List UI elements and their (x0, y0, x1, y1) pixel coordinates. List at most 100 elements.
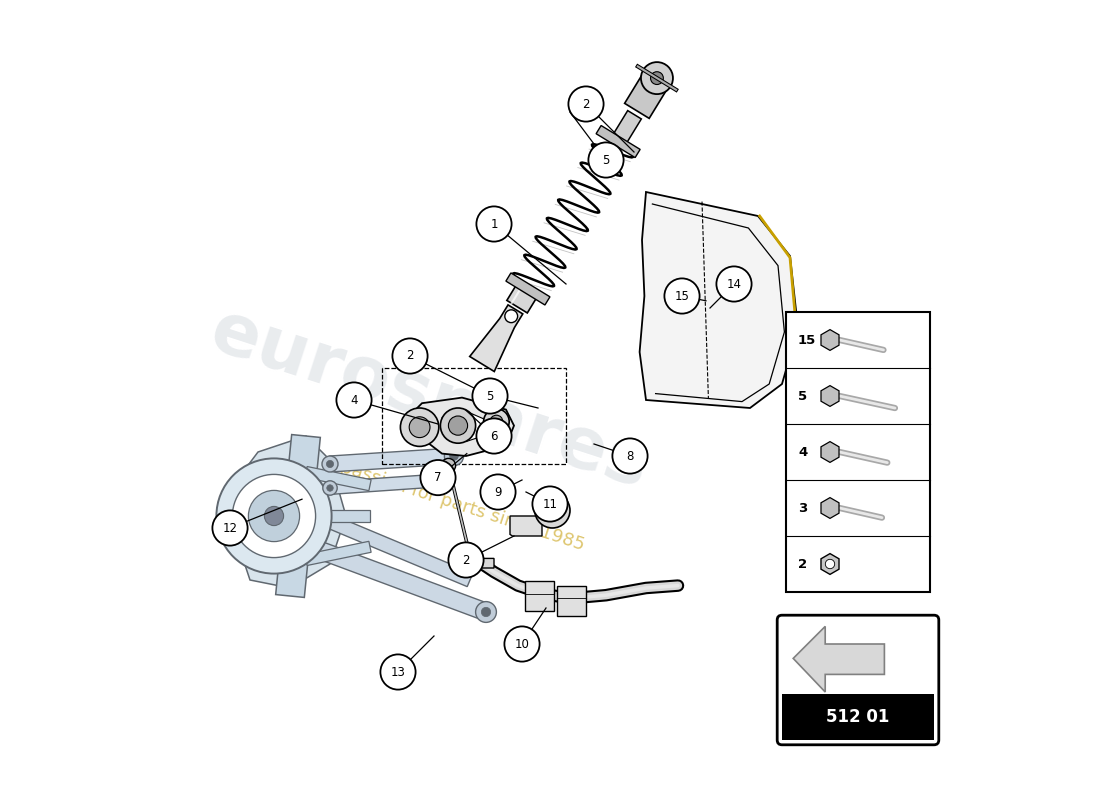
Circle shape (381, 654, 416, 690)
Circle shape (450, 452, 459, 460)
Circle shape (449, 542, 484, 578)
Polygon shape (821, 554, 839, 574)
Polygon shape (276, 434, 320, 598)
Text: 9: 9 (494, 486, 502, 498)
Text: 12: 12 (222, 522, 238, 534)
Circle shape (327, 460, 333, 467)
Circle shape (825, 559, 835, 569)
Circle shape (337, 382, 372, 418)
Circle shape (472, 378, 507, 414)
Circle shape (249, 490, 299, 542)
Polygon shape (466, 558, 494, 568)
Polygon shape (311, 540, 490, 620)
Circle shape (476, 206, 512, 242)
Polygon shape (305, 466, 371, 490)
Circle shape (716, 266, 751, 302)
Bar (382, 368, 566, 464)
Circle shape (588, 142, 624, 178)
Circle shape (650, 72, 663, 85)
Polygon shape (305, 542, 371, 566)
Text: 2: 2 (798, 558, 807, 570)
Circle shape (569, 86, 604, 122)
Polygon shape (596, 126, 640, 158)
Circle shape (641, 62, 673, 94)
Text: 4: 4 (798, 446, 807, 458)
Text: 5: 5 (603, 154, 609, 166)
Polygon shape (507, 282, 538, 313)
Circle shape (613, 438, 648, 474)
Circle shape (664, 278, 700, 314)
Circle shape (462, 548, 478, 564)
Bar (558, 586, 586, 616)
Circle shape (420, 460, 455, 495)
Text: a passion for parts since 1985: a passion for parts since 1985 (321, 454, 586, 554)
Circle shape (409, 417, 430, 438)
Circle shape (264, 506, 284, 526)
Text: 15: 15 (798, 334, 816, 346)
Text: 15: 15 (674, 290, 690, 302)
Text: 2: 2 (462, 554, 470, 566)
Polygon shape (821, 330, 839, 350)
Text: 10: 10 (515, 638, 529, 650)
Polygon shape (330, 474, 447, 494)
Text: 512 01: 512 01 (826, 708, 890, 726)
Circle shape (505, 626, 540, 662)
Circle shape (481, 474, 516, 510)
Circle shape (327, 485, 333, 491)
Circle shape (217, 458, 331, 574)
Text: 5: 5 (798, 390, 807, 402)
Circle shape (535, 493, 570, 528)
Polygon shape (295, 502, 473, 586)
Circle shape (442, 476, 450, 483)
Polygon shape (821, 442, 839, 462)
Circle shape (482, 607, 491, 617)
Circle shape (393, 338, 428, 374)
Circle shape (212, 510, 248, 546)
Text: 8: 8 (626, 450, 634, 462)
Text: eurospares: eurospares (202, 297, 658, 503)
Polygon shape (510, 516, 542, 536)
Text: 2: 2 (582, 98, 590, 110)
Circle shape (440, 408, 475, 443)
Polygon shape (442, 411, 490, 442)
Polygon shape (234, 436, 346, 588)
Circle shape (400, 408, 439, 446)
Polygon shape (821, 498, 839, 518)
Circle shape (490, 415, 503, 428)
Circle shape (322, 481, 338, 495)
Circle shape (322, 456, 338, 472)
Circle shape (505, 310, 518, 322)
Polygon shape (612, 110, 641, 146)
Polygon shape (406, 398, 514, 456)
Text: 6: 6 (491, 430, 497, 442)
Polygon shape (306, 510, 370, 522)
Circle shape (532, 486, 568, 522)
Bar (786, 312, 930, 592)
Polygon shape (470, 305, 522, 371)
Circle shape (444, 446, 463, 466)
Polygon shape (506, 273, 550, 305)
Polygon shape (821, 386, 839, 406)
Polygon shape (639, 192, 797, 408)
FancyBboxPatch shape (778, 615, 938, 745)
Circle shape (542, 500, 563, 521)
Text: 3: 3 (798, 502, 807, 514)
Circle shape (484, 409, 509, 434)
Text: 13: 13 (390, 666, 406, 678)
Polygon shape (330, 448, 454, 472)
Polygon shape (793, 626, 884, 692)
Text: 5: 5 (486, 390, 494, 402)
Polygon shape (625, 76, 666, 118)
Text: 4: 4 (350, 394, 358, 406)
Bar (782, 694, 934, 740)
Text: 11: 11 (542, 498, 558, 510)
Circle shape (441, 458, 455, 473)
Text: 7: 7 (434, 471, 442, 484)
Circle shape (475, 602, 496, 622)
Bar (525, 581, 554, 611)
Text: 14: 14 (726, 278, 741, 290)
Circle shape (449, 416, 468, 435)
Circle shape (476, 418, 512, 454)
Circle shape (232, 474, 316, 558)
Text: 2: 2 (406, 350, 414, 362)
